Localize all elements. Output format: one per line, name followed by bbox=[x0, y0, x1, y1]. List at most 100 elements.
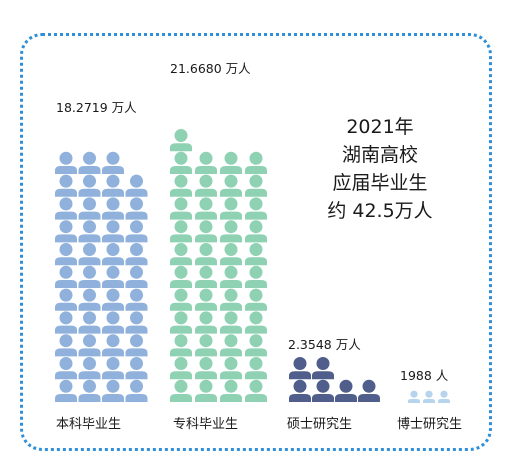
person-icon bbox=[195, 379, 217, 402]
person-icon bbox=[220, 151, 242, 174]
person-icon-body bbox=[125, 188, 148, 197]
person-icon-body bbox=[102, 166, 124, 174]
person-icon-head bbox=[83, 174, 96, 188]
person-icon-body bbox=[312, 371, 334, 380]
person-icon-head bbox=[174, 220, 188, 234]
person-icon-head bbox=[293, 379, 307, 393]
person-icon-body bbox=[55, 302, 77, 311]
person-icon-body bbox=[245, 371, 267, 380]
person-icon-head bbox=[106, 220, 120, 234]
person-icon-head bbox=[174, 243, 188, 256]
person-icon-body bbox=[55, 348, 77, 357]
person-icon-body bbox=[78, 166, 101, 174]
value-label-doctor: 1988 人 bbox=[400, 368, 449, 383]
person-icon-head bbox=[174, 197, 188, 211]
person-icon bbox=[245, 288, 267, 311]
person-icon bbox=[195, 151, 217, 174]
person-icon-body bbox=[245, 348, 267, 357]
person-icon-body bbox=[220, 188, 242, 197]
person-icon-head bbox=[106, 357, 120, 370]
person-icon-head bbox=[199, 311, 213, 325]
icon-group-master bbox=[289, 357, 380, 402]
person-icon-body bbox=[195, 302, 217, 311]
person-icon-body bbox=[170, 325, 192, 334]
person-icon-body bbox=[102, 348, 124, 357]
person-icon-body bbox=[102, 394, 124, 402]
person-icon bbox=[102, 334, 124, 357]
person-icon-body bbox=[55, 234, 77, 243]
person-icon bbox=[78, 379, 101, 402]
person-icon-body bbox=[195, 188, 217, 197]
person-icon-head bbox=[316, 379, 330, 393]
person-icon bbox=[312, 379, 334, 402]
person-icon-head bbox=[174, 151, 188, 165]
person-icon-body bbox=[125, 234, 148, 243]
person-icon bbox=[125, 197, 148, 220]
person-icon-head bbox=[130, 357, 143, 370]
person-icon-head bbox=[362, 379, 376, 393]
person-icon bbox=[125, 334, 148, 357]
icon-group-doctor bbox=[408, 390, 450, 403]
person-icon bbox=[55, 334, 77, 357]
person-icon-body bbox=[220, 371, 242, 380]
person-icon-head bbox=[249, 265, 263, 279]
person-icon bbox=[195, 197, 217, 220]
person-icon bbox=[170, 197, 192, 220]
chart-title-line-4: 约 42.5万人 bbox=[327, 200, 432, 222]
person-icon-body bbox=[195, 280, 217, 288]
person-icon-body bbox=[423, 399, 435, 403]
person-icon-head bbox=[59, 243, 73, 256]
person-icon-head bbox=[174, 174, 188, 188]
person-icon-body bbox=[78, 394, 101, 402]
person-icon-head bbox=[83, 334, 96, 348]
person-icon bbox=[170, 379, 192, 402]
person-icon bbox=[55, 243, 77, 266]
person-icon-head bbox=[339, 379, 353, 393]
person-icon bbox=[289, 379, 311, 402]
person-icon bbox=[78, 151, 101, 174]
person-icon-body bbox=[408, 399, 420, 403]
person-icon bbox=[245, 243, 267, 266]
person-icon-body bbox=[125, 371, 148, 380]
person-icon-head bbox=[410, 390, 418, 398]
person-icon bbox=[170, 357, 192, 380]
person-icon-body bbox=[102, 188, 124, 197]
person-icon bbox=[170, 129, 192, 152]
person-icon-head bbox=[199, 334, 213, 348]
person-icon bbox=[170, 243, 192, 266]
person-icon bbox=[78, 174, 101, 197]
person-icon-body bbox=[102, 211, 124, 220]
chart-frame bbox=[20, 33, 492, 451]
value-label-bachelor: 18.2719 万人 bbox=[56, 100, 137, 115]
person-icon-head bbox=[106, 265, 120, 279]
person-icon-head bbox=[59, 311, 73, 325]
person-icon-body bbox=[170, 211, 192, 220]
person-icon bbox=[78, 197, 101, 220]
person-icon bbox=[438, 390, 450, 403]
category-label-bachelor: 本科毕业生 bbox=[56, 417, 121, 432]
person-icon-body bbox=[125, 394, 148, 402]
person-icon-body bbox=[102, 257, 124, 266]
person-icon-body bbox=[195, 325, 217, 334]
person-icon bbox=[170, 220, 192, 243]
person-icon-head bbox=[59, 265, 73, 279]
person-icon bbox=[170, 288, 192, 311]
person-icon-head bbox=[224, 265, 238, 279]
person-icon-body bbox=[220, 280, 242, 288]
person-icon bbox=[102, 151, 124, 174]
person-icon-head bbox=[249, 379, 263, 393]
person-icon-head bbox=[249, 288, 263, 302]
person-icon-body bbox=[170, 188, 192, 197]
person-icon bbox=[245, 151, 267, 174]
person-icon-head bbox=[199, 288, 213, 302]
person-icon-body bbox=[55, 371, 77, 380]
person-icon-body bbox=[170, 394, 192, 402]
person-icon-head bbox=[174, 311, 188, 325]
person-icon bbox=[195, 265, 217, 288]
person-icon-body bbox=[78, 257, 101, 266]
person-icon-head bbox=[130, 220, 143, 234]
person-icon-body bbox=[55, 166, 77, 174]
person-icon-head bbox=[130, 197, 143, 211]
person-icon-body bbox=[78, 348, 101, 357]
person-icon-head bbox=[106, 334, 120, 348]
